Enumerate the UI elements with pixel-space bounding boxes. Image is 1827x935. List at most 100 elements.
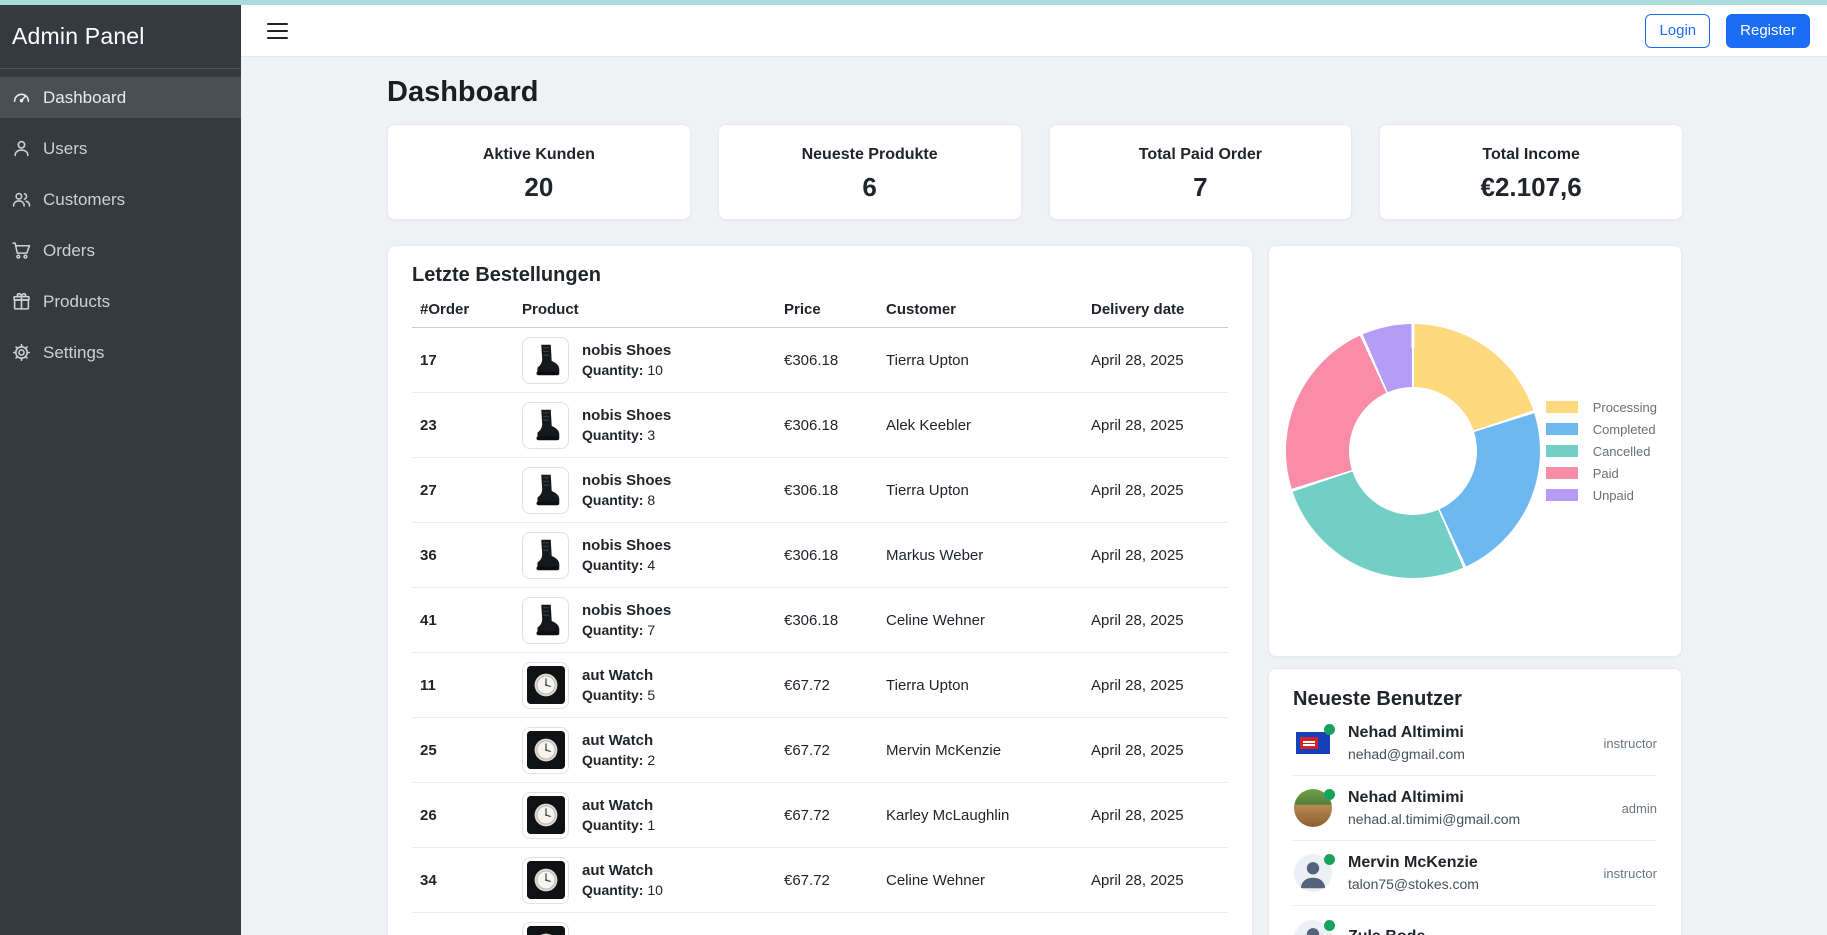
sidebar-item-settings[interactable]: Settings: [0, 332, 241, 373]
legend-item[interactable]: Paid: [1545, 466, 1657, 481]
product-quantity: Quantity: 10: [582, 362, 663, 378]
product-info: nobis Shoes Quantity: 7: [582, 602, 671, 638]
chart-legend: Processing Completed Cancelled Paid Unpa…: [1545, 400, 1657, 503]
stat-value: 20: [524, 172, 554, 202]
user-name: Nehad Altimimi: [1348, 789, 1464, 806]
stat-card-newest-products: Neueste Produkte 6: [717, 124, 1022, 220]
column-header-customer: Customer: [886, 301, 957, 318]
legend-label: Unpaid: [1592, 487, 1634, 503]
product-name: nobis Shoes: [582, 472, 672, 489]
legend-item[interactable]: Unpaid: [1545, 487, 1657, 503]
people-icon: [10, 189, 32, 211]
speedometer-icon: [10, 87, 32, 109]
table-row: 25 aut Watch Quantity: 2: [412, 718, 1228, 783]
table-row: 23 nobis Shoes Quantity: 3: [412, 393, 1228, 458]
order-price: €306.18: [784, 546, 839, 564]
orders-table-header: #Order Product Price Customer Delivery d…: [412, 301, 1228, 328]
product-info: aut Watch Quantity: 5: [582, 667, 655, 703]
order-price: €306.18: [784, 611, 839, 629]
shoe-image: [536, 539, 559, 571]
sidebar-item-users[interactable]: Users: [0, 128, 241, 169]
product-quantity: Quantity: 2: [582, 752, 656, 768]
order-delivery-date: April 28, 2025: [1091, 676, 1184, 694]
product-name: aut Watch: [582, 797, 654, 814]
product-cell: aut Watch: [514, 921, 776, 935]
order-price: €306.18: [784, 351, 839, 369]
avatar: [1293, 723, 1335, 763]
product-cell: nobis Shoes Quantity: 7: [514, 596, 776, 644]
legend-item[interactable]: Processing: [1545, 400, 1657, 415]
order-customer: Tierra Upton: [886, 481, 969, 499]
product-thumbnail: [522, 466, 569, 514]
sidebar-item-label: Customers: [43, 189, 126, 209]
avatar-flag-image: [1296, 732, 1330, 754]
product-info: nobis Shoes Quantity: 10: [582, 342, 671, 378]
list-item-user: Nehad Altimimi nehad@gmail.com instructo…: [1293, 711, 1657, 776]
column-header-product: Product: [522, 301, 579, 318]
product-name: aut Watch: [582, 667, 654, 684]
sidebar-item-label: Orders: [43, 240, 95, 260]
shoe-image: [536, 344, 559, 376]
legend-swatch: [1545, 445, 1578, 457]
order-price: €306.18: [784, 416, 839, 434]
list-item-user: Nehad Altimimi nehad.al.timimi@gmail.com…: [1293, 776, 1657, 841]
product-name: nobis Shoes: [582, 602, 672, 619]
product-thumbnail: [522, 856, 569, 904]
user-info: Nehad Altimimi nehad.al.timimi@gmail.com: [1348, 789, 1520, 827]
legend-item[interactable]: Completed: [1545, 422, 1657, 437]
legend-item[interactable]: Cancelled: [1545, 444, 1657, 459]
product-quantity: Quantity: 8: [582, 492, 656, 508]
order-customer: Tierra Upton: [886, 351, 969, 369]
sidebar: Admin Panel Dashboard Users Customers: [0, 5, 241, 935]
user-info: Zula Bode: [1348, 928, 1425, 935]
user-name: Zula Bode: [1348, 928, 1425, 935]
order-number: 17: [420, 351, 437, 369]
product-thumbnail: [522, 661, 569, 709]
sidebar-item-label: Dashboard: [43, 87, 127, 107]
order-delivery-date: April 28, 2025: [1091, 351, 1184, 369]
product-thumbnail: [522, 531, 569, 579]
product-info: aut Watch Quantity: 2: [582, 732, 655, 768]
user-role: admin: [1621, 800, 1657, 816]
table-row: 27 nobis Shoes Quantity: 8: [412, 458, 1228, 523]
shoe-image: [536, 409, 559, 441]
user-info: Nehad Altimimi nehad@gmail.com: [1348, 724, 1465, 762]
order-customer: Karley McLaughlin: [886, 806, 1010, 824]
register-button[interactable]: Register: [1726, 13, 1810, 48]
legend-swatch: [1545, 489, 1578, 501]
order-number: 26: [420, 806, 437, 824]
avatar: [1293, 919, 1335, 935]
user-email: nehad@gmail.com: [1348, 746, 1465, 762]
cart-icon: [10, 240, 32, 262]
product-quantity: Quantity: 7: [582, 622, 656, 638]
order-delivery-date: April 28, 2025: [1091, 546, 1184, 564]
watch-image: [526, 861, 565, 899]
login-button[interactable]: Login: [1645, 13, 1711, 48]
product-thumbnail: [522, 791, 569, 839]
column-header-price: Price: [784, 301, 821, 318]
column-header-order: #Order: [420, 301, 470, 318]
product-cell: nobis Shoes Quantity: 10: [514, 336, 776, 384]
order-delivery-date: April 28, 2025: [1091, 611, 1184, 629]
product-thumbnail: [522, 596, 569, 644]
order-customer: Mervin McKenzie: [886, 741, 1002, 759]
sidebar-item-products[interactable]: Products: [0, 281, 241, 322]
product-name: aut Watch: [582, 732, 654, 749]
sidebar-item-label: Products: [43, 291, 111, 311]
table-row: 17 nobis Shoes Quantity: 10: [412, 328, 1228, 393]
online-status-dot: [1324, 724, 1335, 735]
order-price: €306.18: [784, 481, 839, 499]
stat-card-total-paid-order: Total Paid Order 7: [1048, 124, 1353, 220]
sidebar-item-dashboard[interactable]: Dashboard: [0, 77, 241, 118]
user-role: instructor: [1603, 735, 1657, 751]
sidebar-item-orders[interactable]: Orders: [0, 230, 241, 271]
sidebar-item-customers[interactable]: Customers: [0, 179, 241, 220]
menu-toggle-button[interactable]: [267, 21, 291, 41]
product-thumbnail: [522, 726, 569, 774]
users-list: Nehad Altimimi nehad@gmail.com instructo…: [1293, 711, 1657, 935]
product-name: nobis Shoes: [582, 407, 672, 424]
online-status-dot: [1324, 854, 1335, 865]
product-info: aut Watch Quantity: 10: [582, 862, 663, 898]
order-price: €67.72: [784, 676, 830, 694]
avatar-person-icon: [1294, 919, 1332, 935]
